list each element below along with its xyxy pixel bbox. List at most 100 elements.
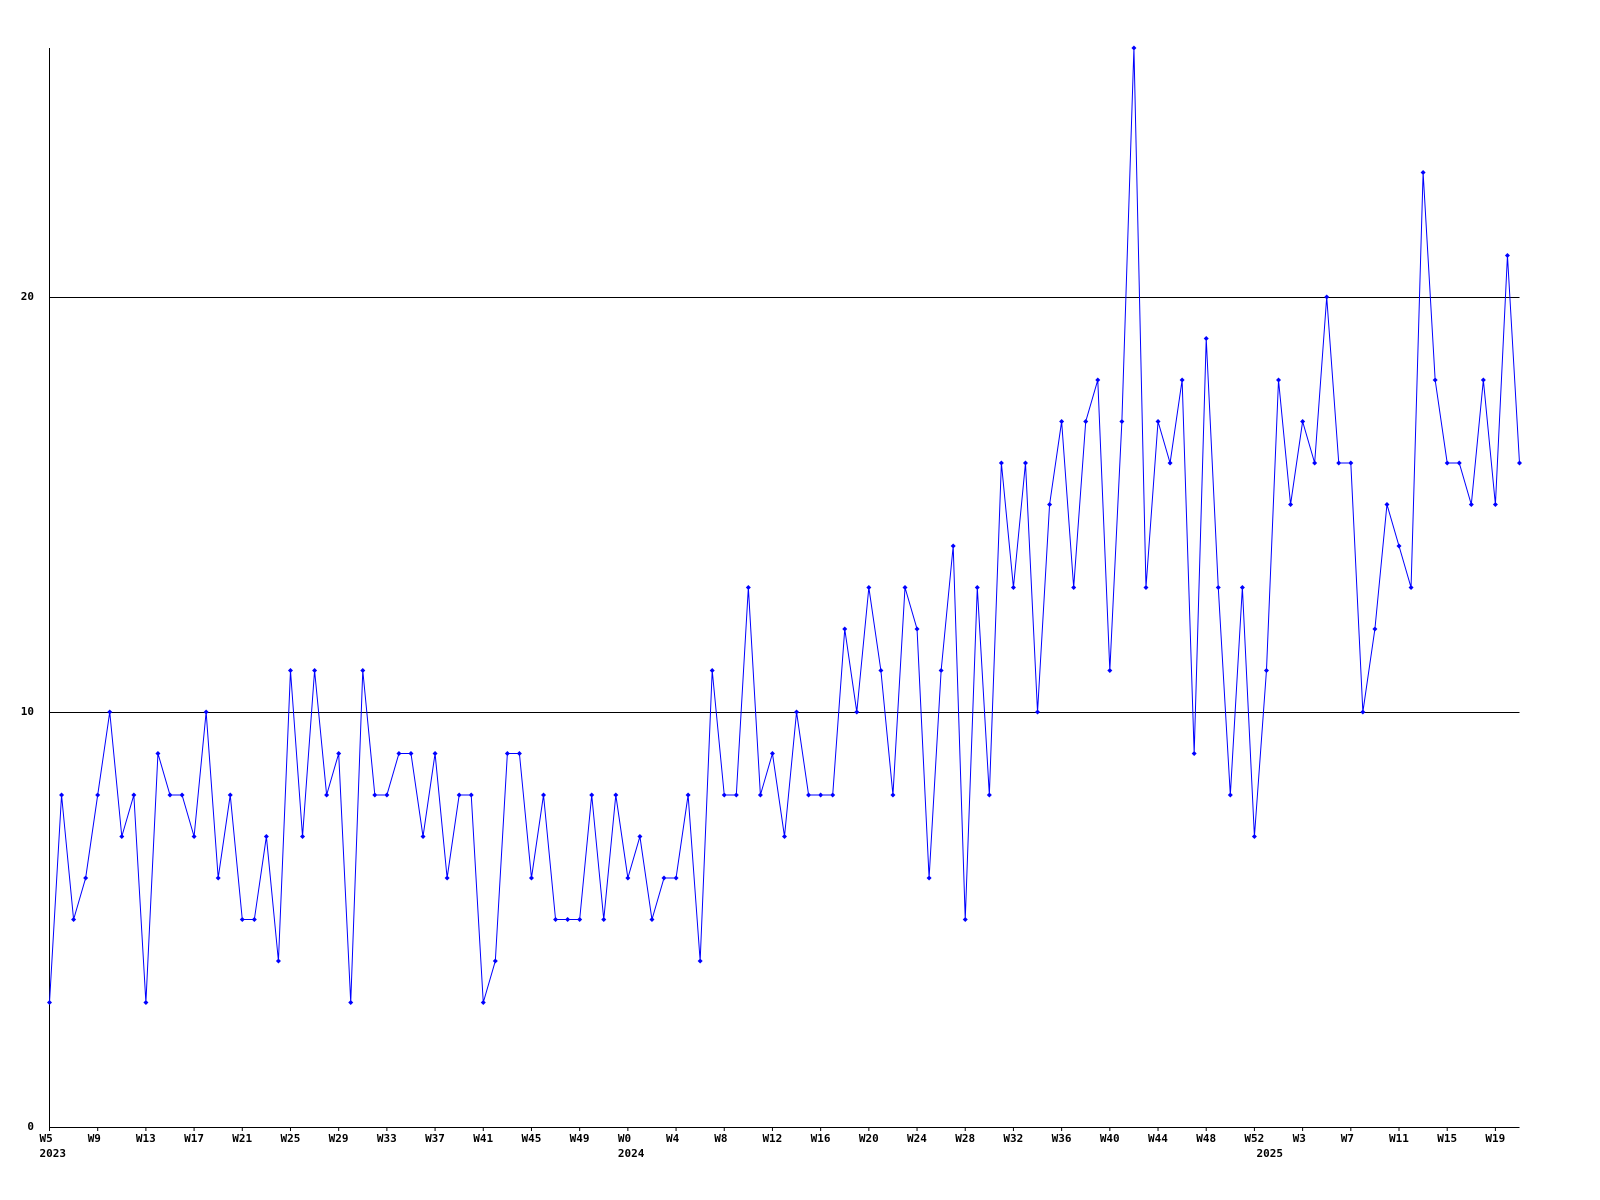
data-point [263,834,269,839]
data-point [950,543,956,549]
data-point [1408,585,1414,590]
data-point [769,751,775,756]
data-point [649,917,655,922]
y-tick-label: 20 [21,290,34,303]
data-point [673,875,679,881]
x-tick-label: W41 [473,1132,493,1145]
data-point [1215,585,1221,590]
data-point [444,875,450,881]
data-point [324,792,330,798]
x-tick-label: W9 [88,1132,101,1145]
data-point [1312,460,1318,466]
x-tick-label: W45 [521,1132,541,1145]
data-point [806,792,812,798]
data-point [1227,792,1233,798]
x-tick-label: W7 [1341,1132,1354,1145]
data-point [1131,45,1137,51]
x-tick-label: W33 [377,1132,397,1145]
year-label: 2024 [618,1147,645,1160]
x-tick-label: W36 [1052,1132,1072,1145]
data-point [300,834,306,839]
data-point [504,751,510,756]
data-point [1444,460,1450,466]
data-point [167,792,173,798]
data-point [1396,543,1402,549]
year-label: 2023 [40,1147,67,1160]
data-point [782,834,787,839]
data-point [553,917,559,922]
x-tick-label: W32 [1003,1132,1023,1145]
x-tick-label: W29 [329,1132,349,1145]
data-point [1336,460,1342,466]
data-point [1517,460,1522,466]
x-tick-label: W49 [570,1132,590,1145]
data-point [1203,336,1209,341]
data-point [1420,170,1426,175]
x-tick-label: W15 [1437,1132,1457,1145]
x-tick-label: W25 [280,1132,300,1145]
x-tick-label: W19 [1485,1132,1505,1145]
data-point [1300,419,1306,424]
x-tick-label: W24 [907,1132,927,1145]
data-point [589,792,595,798]
data-point [661,875,667,881]
data-point [1288,502,1294,507]
data-point [227,792,233,798]
y-tick-label: 10 [21,705,34,718]
x-tick-label: W0 [618,1132,631,1145]
data-point [119,834,125,839]
data-point [95,792,101,798]
x-tick-label: W5 [40,1132,53,1145]
data-point [131,792,137,798]
x-tick-label: W4 [666,1132,680,1145]
data-point [878,668,884,673]
data-point [396,751,402,756]
data-point [492,958,498,964]
data-point [372,792,378,798]
data-point [757,792,763,798]
data-point [1324,294,1330,300]
data-point [348,1000,354,1005]
data-point [709,668,715,673]
x-tick-label: W16 [811,1132,831,1145]
data-point [721,792,727,798]
data-point [1022,460,1028,466]
data-point [1071,585,1077,590]
data-point [1083,419,1089,424]
data-point [516,751,522,756]
x-tick-label: W17 [184,1132,204,1145]
data-point [1119,419,1125,424]
x-tick-label: W44 [1148,1132,1168,1145]
year-label: 2025 [1256,1147,1283,1160]
data-point [577,917,583,922]
data-point [456,792,462,798]
data-point [384,792,390,798]
data-point [1263,668,1269,673]
data-point [83,875,89,881]
data-point [251,917,257,922]
x-tick-label: W13 [136,1132,156,1145]
data-point [360,668,366,673]
data-point [1047,502,1053,507]
x-tick-label: W52 [1244,1132,1264,1145]
x-tick-label: W21 [232,1132,252,1145]
data-point [902,585,908,590]
data-point [830,792,836,798]
data-point [986,792,992,798]
data-line [49,47,1520,1003]
data-point [637,834,643,839]
data-point [890,792,896,798]
data-point [1372,626,1378,632]
data-point [1251,834,1257,839]
data-point [1468,502,1474,507]
data-point [312,668,318,673]
x-tick-label: W12 [762,1132,782,1145]
data-point [914,626,920,632]
data-point [432,751,438,756]
x-tick-label: W3 [1293,1132,1306,1145]
data-point [1276,377,1282,383]
data-point [143,1000,149,1005]
data-point [1035,709,1041,715]
